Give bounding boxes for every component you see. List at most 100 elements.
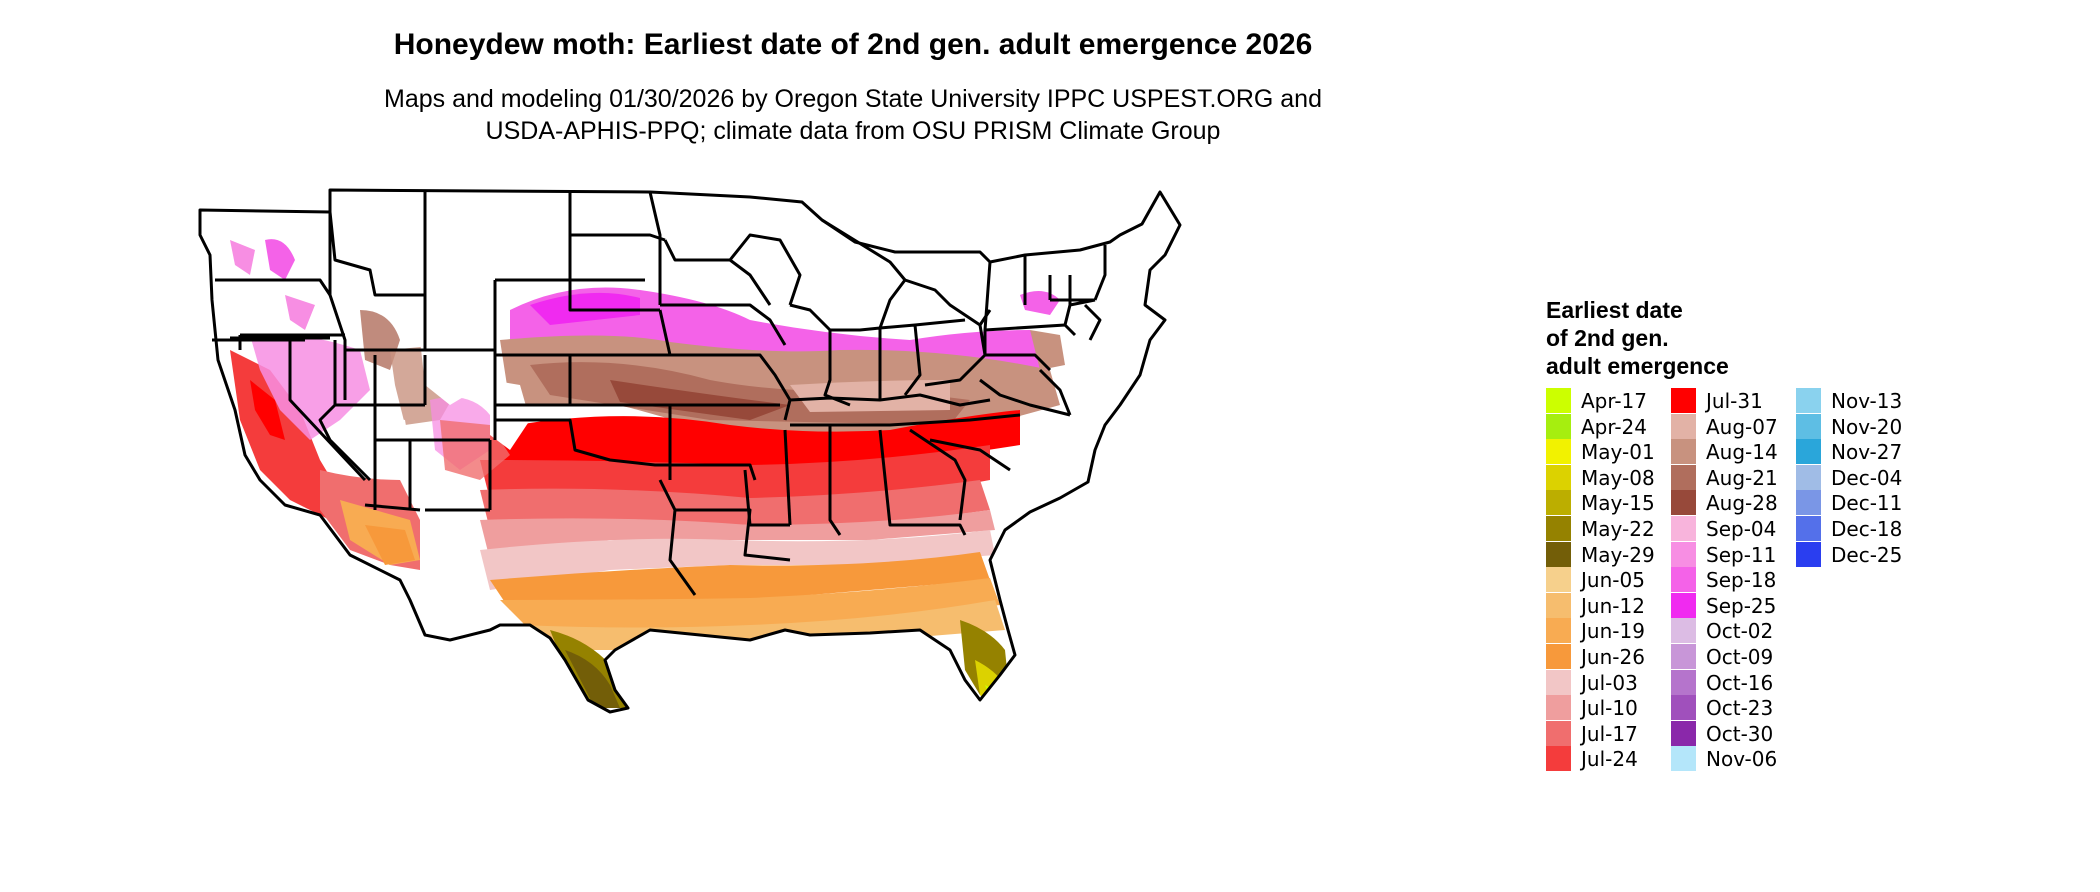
legend-swatch — [1546, 515, 1571, 541]
legend-swatch — [1546, 720, 1571, 746]
legend-swatch — [1796, 388, 1821, 413]
legend-item: Oct-23 — [1671, 695, 1801, 721]
legend-label: Nov-20 — [1831, 414, 1903, 439]
legend-swatch — [1796, 464, 1821, 490]
legend-item: Sep-11 — [1671, 541, 1801, 568]
legend-swatch — [1671, 515, 1696, 541]
legend-swatch — [1546, 643, 1571, 669]
legend-label: Jul-24 — [1581, 747, 1638, 772]
legend-swatch — [1546, 567, 1571, 593]
legend-swatch — [1671, 541, 1696, 567]
legend-item: Aug-14 — [1671, 439, 1801, 465]
legend-label: Jul-10 — [1581, 696, 1638, 721]
legend-label: May-08 — [1581, 465, 1655, 490]
legend-swatch — [1546, 746, 1571, 772]
legend-item: Jun-19 — [1546, 618, 1676, 644]
legend-swatch — [1671, 669, 1696, 695]
legend-swatch — [1671, 643, 1696, 669]
legend-label: Dec-11 — [1831, 491, 1903, 516]
legend-swatch — [1546, 541, 1571, 567]
legend-label: Sep-25 — [1706, 593, 1777, 618]
legend-swatch — [1671, 746, 1696, 772]
legend-column: Jul-31 Aug-07 Aug-14 Aug-21 Aug-28 Sep-04 Sep-… — [1671, 388, 1801, 772]
legend-label: Oct-16 — [1706, 670, 1774, 695]
legend-swatch — [1671, 567, 1696, 593]
us-emergence-map — [190, 180, 1450, 880]
legend-title-line: of 2nd gen. — [1546, 325, 1669, 351]
legend-swatch — [1671, 592, 1696, 618]
legend-label: Sep-11 — [1706, 542, 1777, 567]
legend-label: Aug-21 — [1706, 465, 1778, 490]
legend-label: Nov-06 — [1706, 747, 1778, 772]
legend-column: Apr-17 Apr-24 May-01 May-08 May-15 May-22 May-… — [1546, 388, 1676, 772]
legend-item: Dec-25 — [1796, 541, 1926, 568]
legend-swatch — [1546, 439, 1571, 465]
legend-label: Apr-24 — [1581, 414, 1647, 439]
legend-title-line: adult emergence — [1546, 353, 1729, 379]
map-subtitle-line-2: USDA-APHIS-PPQ; climate data from OSU PR… — [485, 117, 1221, 145]
legend-swatch — [1796, 439, 1821, 465]
legend-swatch — [1546, 464, 1571, 490]
legend-swatch — [1671, 413, 1696, 439]
legend-item: Sep-04 — [1671, 515, 1801, 542]
legend-label: Sep-04 — [1706, 516, 1777, 541]
legend-swatch — [1546, 669, 1571, 695]
legend-label: Jun-19 — [1581, 619, 1645, 644]
legend-item: May-01 — [1546, 439, 1676, 465]
legend-label: Aug-07 — [1706, 414, 1778, 439]
legend-label: Jul-17 — [1581, 721, 1638, 746]
legend-swatch — [1546, 592, 1571, 618]
legend-item: Jun-26 — [1546, 643, 1676, 670]
legend-swatch — [1546, 490, 1571, 516]
legend-label: May-15 — [1581, 491, 1655, 516]
legend-swatch — [1796, 413, 1821, 439]
legend-swatch — [1796, 490, 1821, 516]
legend-label: Oct-23 — [1706, 696, 1774, 721]
legend-swatch — [1796, 515, 1821, 541]
legend-item: Jun-05 — [1546, 567, 1676, 593]
legend-label: Jul-03 — [1581, 670, 1638, 695]
legend-item: Nov-20 — [1796, 413, 1926, 440]
legend-item: Oct-16 — [1671, 669, 1801, 696]
legend-swatch — [1671, 695, 1696, 721]
legend-item: Dec-18 — [1796, 515, 1926, 542]
legend-swatch — [1671, 464, 1696, 490]
legend-label: Nov-13 — [1831, 389, 1903, 413]
legend-label: May-22 — [1581, 516, 1655, 541]
legend-title: Earliest date of 2nd gen. adult emergenc… — [1546, 296, 1846, 380]
legend-swatch — [1671, 720, 1696, 746]
legend-label: May-29 — [1581, 542, 1655, 567]
legend-item: Sep-18 — [1671, 567, 1801, 593]
legend-item: Aug-21 — [1671, 464, 1801, 491]
legend-label: Dec-25 — [1831, 542, 1903, 567]
legend-label: Nov-27 — [1831, 440, 1903, 465]
map-subtitle-line-1: Maps and modeling 01/30/2026 by Oregon S… — [384, 85, 1322, 113]
state-boundaries — [198, 188, 1182, 714]
legend-item: May-22 — [1546, 515, 1676, 542]
legend-swatch — [1796, 541, 1821, 567]
legend-label: Dec-18 — [1831, 516, 1903, 541]
legend-label: Sep-18 — [1706, 568, 1777, 593]
legend-item: Jun-12 — [1546, 592, 1676, 619]
legend-swatch — [1671, 388, 1696, 413]
legend-item: Oct-09 — [1671, 643, 1801, 670]
legend-swatch — [1546, 413, 1571, 439]
legend-item: Apr-17 — [1546, 388, 1676, 414]
legend-label: Jun-26 — [1581, 644, 1645, 669]
legend-item: Nov-13 — [1796, 388, 1926, 414]
legend-label: Oct-30 — [1706, 721, 1774, 746]
legend-item: Jul-31 — [1671, 388, 1801, 414]
legend-item: Oct-02 — [1671, 618, 1801, 644]
legend-item: Jul-17 — [1546, 720, 1676, 747]
legend-item: May-29 — [1546, 541, 1676, 568]
legend-label: Oct-02 — [1706, 619, 1774, 644]
legend-swatch — [1546, 618, 1571, 644]
mountain-areas — [380, 336, 530, 455]
legend-item: Aug-28 — [1671, 490, 1801, 516]
legend-label: Jun-12 — [1581, 593, 1645, 618]
legend-item: Nov-27 — [1796, 439, 1926, 465]
legend-label: Dec-04 — [1831, 465, 1903, 490]
legend-item: Apr-24 — [1546, 413, 1676, 440]
legend-label: Apr-17 — [1581, 389, 1647, 413]
legend-swatch — [1671, 490, 1696, 516]
